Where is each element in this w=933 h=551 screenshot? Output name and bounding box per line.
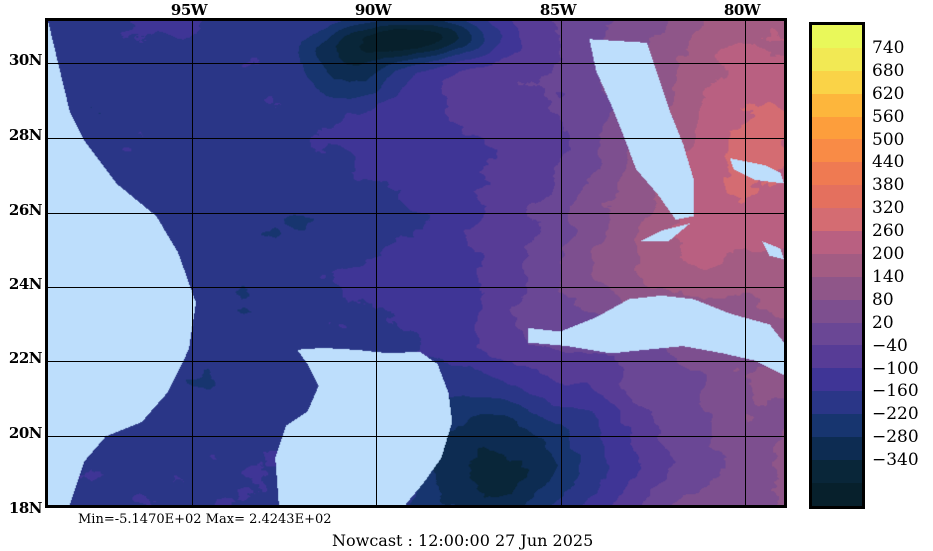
latitude-label-20n: 20N xyxy=(8,424,43,442)
colorbar-band xyxy=(812,93,862,117)
colorbar-tick-320: 320 xyxy=(872,198,905,219)
longitude-label-80w: 80W xyxy=(723,1,761,19)
longitude-label-85w: 85W xyxy=(539,1,577,19)
colorbar-tick--40: −40 xyxy=(872,335,908,356)
colorbar-band xyxy=(812,299,862,323)
colorbar-band xyxy=(812,322,862,346)
colorbar-band xyxy=(812,25,862,48)
colorbar-tick-620: 620 xyxy=(872,83,905,104)
colorbar-band xyxy=(812,70,862,94)
colorbar-band xyxy=(812,162,862,186)
colorbar-band xyxy=(812,459,862,483)
colorbar-tick-200: 200 xyxy=(872,244,905,265)
colorbar-band xyxy=(812,368,862,392)
latitude-label-24n: 24N xyxy=(8,275,43,293)
colorbar-tick--280: −280 xyxy=(872,427,919,448)
colorbar-tick--220: −220 xyxy=(872,404,919,425)
colorbar-tick-20: 20 xyxy=(872,312,894,333)
latitude-label-18n: 18N xyxy=(8,499,43,517)
map-plot-area[interactable] xyxy=(45,18,787,508)
colorbar-band xyxy=(812,208,862,232)
colorbar-tick--340: −340 xyxy=(872,450,919,471)
colorbar-band xyxy=(812,345,862,369)
colorbar-band xyxy=(812,116,862,140)
min-max-annotation: Min=-5.1470E+02 Max= 2.4243E+02 xyxy=(78,512,332,527)
colorbar-tick-140: 140 xyxy=(872,266,905,287)
contour-field-canvas xyxy=(48,21,784,505)
colorbar xyxy=(809,22,865,509)
colorbar-tick--160: −160 xyxy=(872,381,919,402)
colorbar-band xyxy=(812,139,862,163)
latitude-label-30n: 30N xyxy=(8,51,43,69)
colorbar-tick-labels: 740 680 620 560 500 440 380 320 260 200 140 80 20 −40… xyxy=(872,22,933,509)
colorbar-tick-740: 740 xyxy=(872,37,905,58)
longitude-label-90w: 90W xyxy=(354,1,392,19)
latitude-label-26n: 26N xyxy=(8,201,43,219)
colorbar-band xyxy=(812,253,862,277)
colorbar-band xyxy=(812,437,862,460)
colorbar-band xyxy=(812,185,862,209)
colorbar-tick-560: 560 xyxy=(872,106,905,127)
colorbar-tick-80: 80 xyxy=(872,289,894,310)
colorbar-band xyxy=(812,231,862,254)
colorbar-tick-380: 380 xyxy=(872,175,905,196)
longitude-label-95w: 95W xyxy=(170,1,208,19)
latitude-label-22n: 22N xyxy=(8,349,43,367)
colorbar-band xyxy=(812,391,862,415)
colorbar-band xyxy=(812,414,862,438)
colorbar-tick-500: 500 xyxy=(872,129,905,150)
colorbar-tick-260: 260 xyxy=(872,221,905,242)
colorbar-tick-440: 440 xyxy=(872,152,905,173)
nowcast-timestamp: Nowcast : 12:00:00 27 Jun 2025 xyxy=(332,531,594,550)
colorbar-tick-680: 680 xyxy=(872,60,905,81)
colorbar-band xyxy=(812,276,862,300)
colorbar-band xyxy=(812,47,862,71)
colorbar-band xyxy=(812,482,862,506)
colorbar-tick--100: −100 xyxy=(872,358,919,379)
latitude-label-28n: 28N xyxy=(8,126,43,144)
